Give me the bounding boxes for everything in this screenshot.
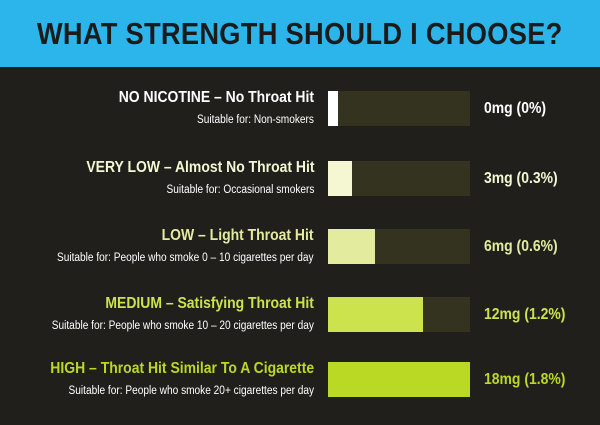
suitability-text: Suitable for: People who smoke 0 – 10 ci…: [57, 252, 314, 264]
strength-bar-track: [328, 362, 470, 397]
strength-bar-track: [328, 229, 470, 264]
strength-bar-track: [328, 91, 470, 126]
strength-bar-fill: [328, 91, 338, 126]
row-label-block: NO NICOTINE – No Throat Hit Suitable for:…: [97, 88, 314, 128]
suitability-text: Suitable for: Non-smokers: [197, 114, 314, 126]
strength-value-label: 12mg (1.2%): [484, 306, 566, 323]
strength-value-label: 18mg (1.8%): [484, 371, 566, 388]
strength-bar-track: [328, 297, 470, 332]
strength-label: MEDIUM – Satisfying Throat Hit: [105, 295, 314, 312]
row-label-block: MEDIUM – Satisfying Throat Hit Suitable f…: [16, 294, 314, 334]
strength-chart: NO NICOTINE – No Throat Hit Suitable for:…: [0, 67, 600, 425]
strength-label: LOW – Light Throat Hit: [162, 227, 314, 244]
strength-label: HIGH – Throat Hit Similar To A Cigarette: [50, 360, 314, 377]
suitability-text: Suitable for: Occasional smokers: [166, 184, 314, 196]
strength-label: VERY LOW – Almost No Throat Hit: [85, 159, 314, 176]
strength-label: NO NICOTINE – No Throat Hit: [118, 89, 314, 106]
strength-row: HIGH – Throat Hit Similar To A Cigarette…: [0, 359, 600, 419]
strength-bar-fill: [328, 297, 423, 332]
strength-row: MEDIUM – Satisfying Throat Hit Suitable f…: [0, 294, 600, 354]
row-label-block: LOW – Light Throat Hit Suitable for: Peop…: [22, 226, 314, 266]
suitability-text: Suitable for: People who smoke 20+ cigar…: [68, 385, 314, 397]
strength-bar-track: [328, 161, 470, 196]
strength-value-label: 0mg (0%): [484, 100, 547, 117]
row-label-block: VERY LOW – Almost No Throat Hit Suitable …: [61, 158, 314, 198]
row-label-block: HIGH – Throat Hit Similar To A Cigarette…: [21, 359, 314, 399]
strength-row: LOW – Light Throat Hit Suitable for: Peop…: [0, 226, 600, 286]
header-banner: WHAT STRENGTH SHOULD I CHOOSE?: [0, 0, 600, 67]
strength-value-label: 6mg (0.6%): [484, 238, 558, 255]
strength-bar-fill: [328, 161, 352, 196]
strength-value-label: 3mg (0.3%): [484, 170, 558, 187]
strength-row: NO NICOTINE – No Throat Hit Suitable for:…: [0, 88, 600, 148]
page-title: WHAT STRENGTH SHOULD I CHOOSE?: [37, 15, 563, 51]
strength-row: VERY LOW – Almost No Throat Hit Suitable …: [0, 158, 600, 218]
strength-bar-fill: [328, 229, 376, 264]
suitability-text: Suitable for: People who smoke 10 – 20 c…: [51, 320, 314, 332]
strength-bar-fill: [328, 362, 470, 397]
